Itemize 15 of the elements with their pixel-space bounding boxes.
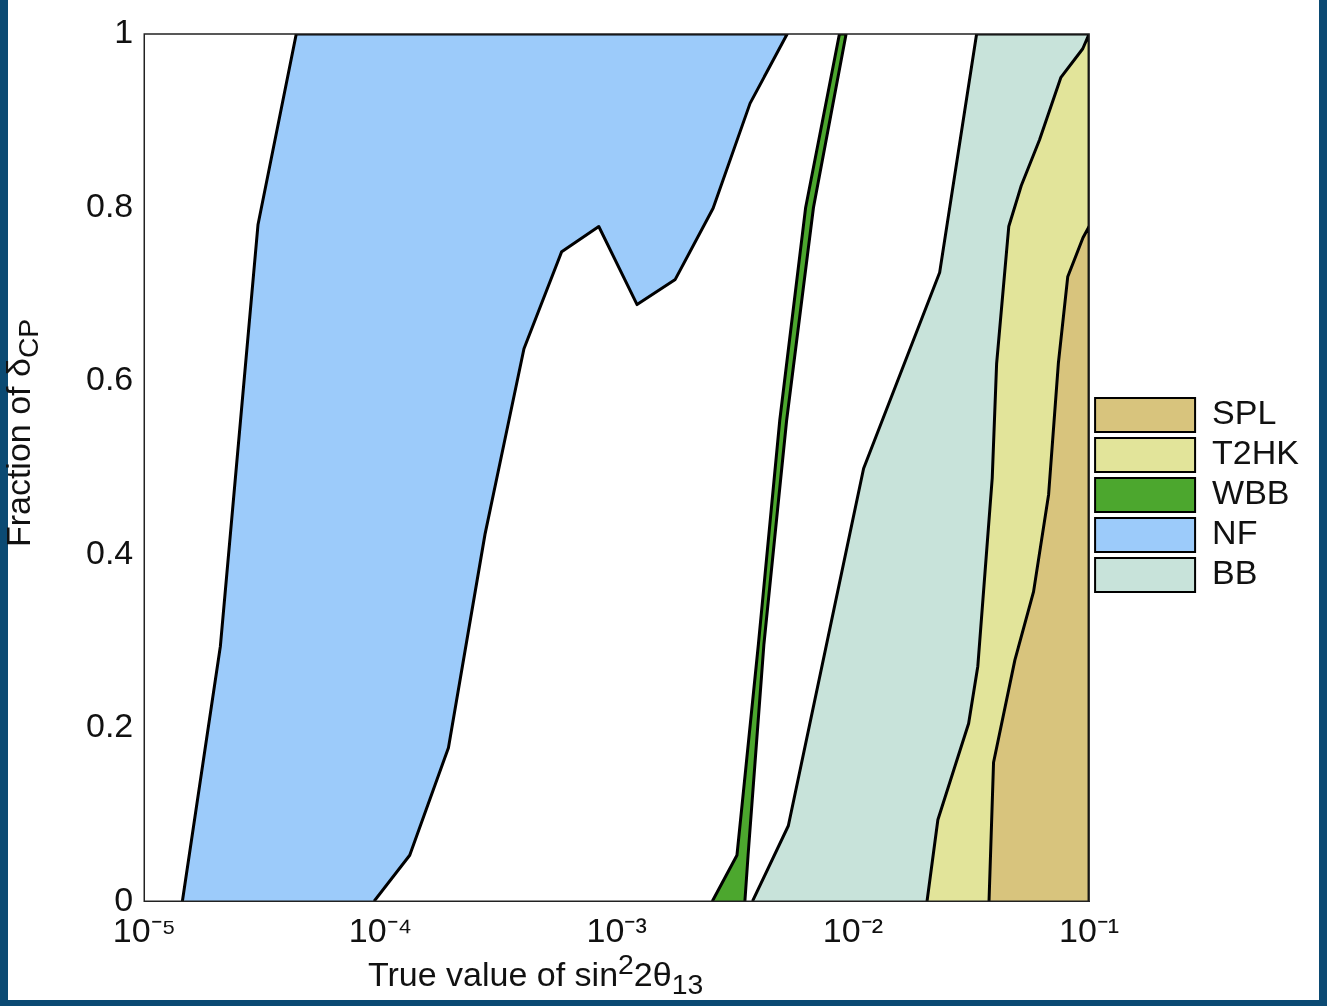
legend-label: WBB xyxy=(1212,473,1290,512)
y-tick-label: 0.4 xyxy=(86,532,134,571)
legend-label: SPL xyxy=(1212,393,1277,432)
x-tick-label: 10⁻⁴ xyxy=(348,910,413,949)
y-tick-label: 0.2 xyxy=(86,706,134,745)
legend-label: BB xyxy=(1212,553,1258,592)
y-tick-label: 0.8 xyxy=(86,185,134,224)
legend-label: NF xyxy=(1212,513,1258,552)
x-tick-label: 10⁻² xyxy=(822,910,883,949)
y-tick-label: 0.6 xyxy=(86,359,134,398)
legend-label: T2HK xyxy=(1212,433,1300,472)
x-axis-title: True value of sin$^{2}$2θ$_{13}$ xyxy=(368,948,704,1002)
y-tick-label: 1 xyxy=(114,12,134,51)
x-tick-label: 10⁻³ xyxy=(586,910,647,949)
x-tick-label: 10⁻¹ xyxy=(1059,910,1120,949)
